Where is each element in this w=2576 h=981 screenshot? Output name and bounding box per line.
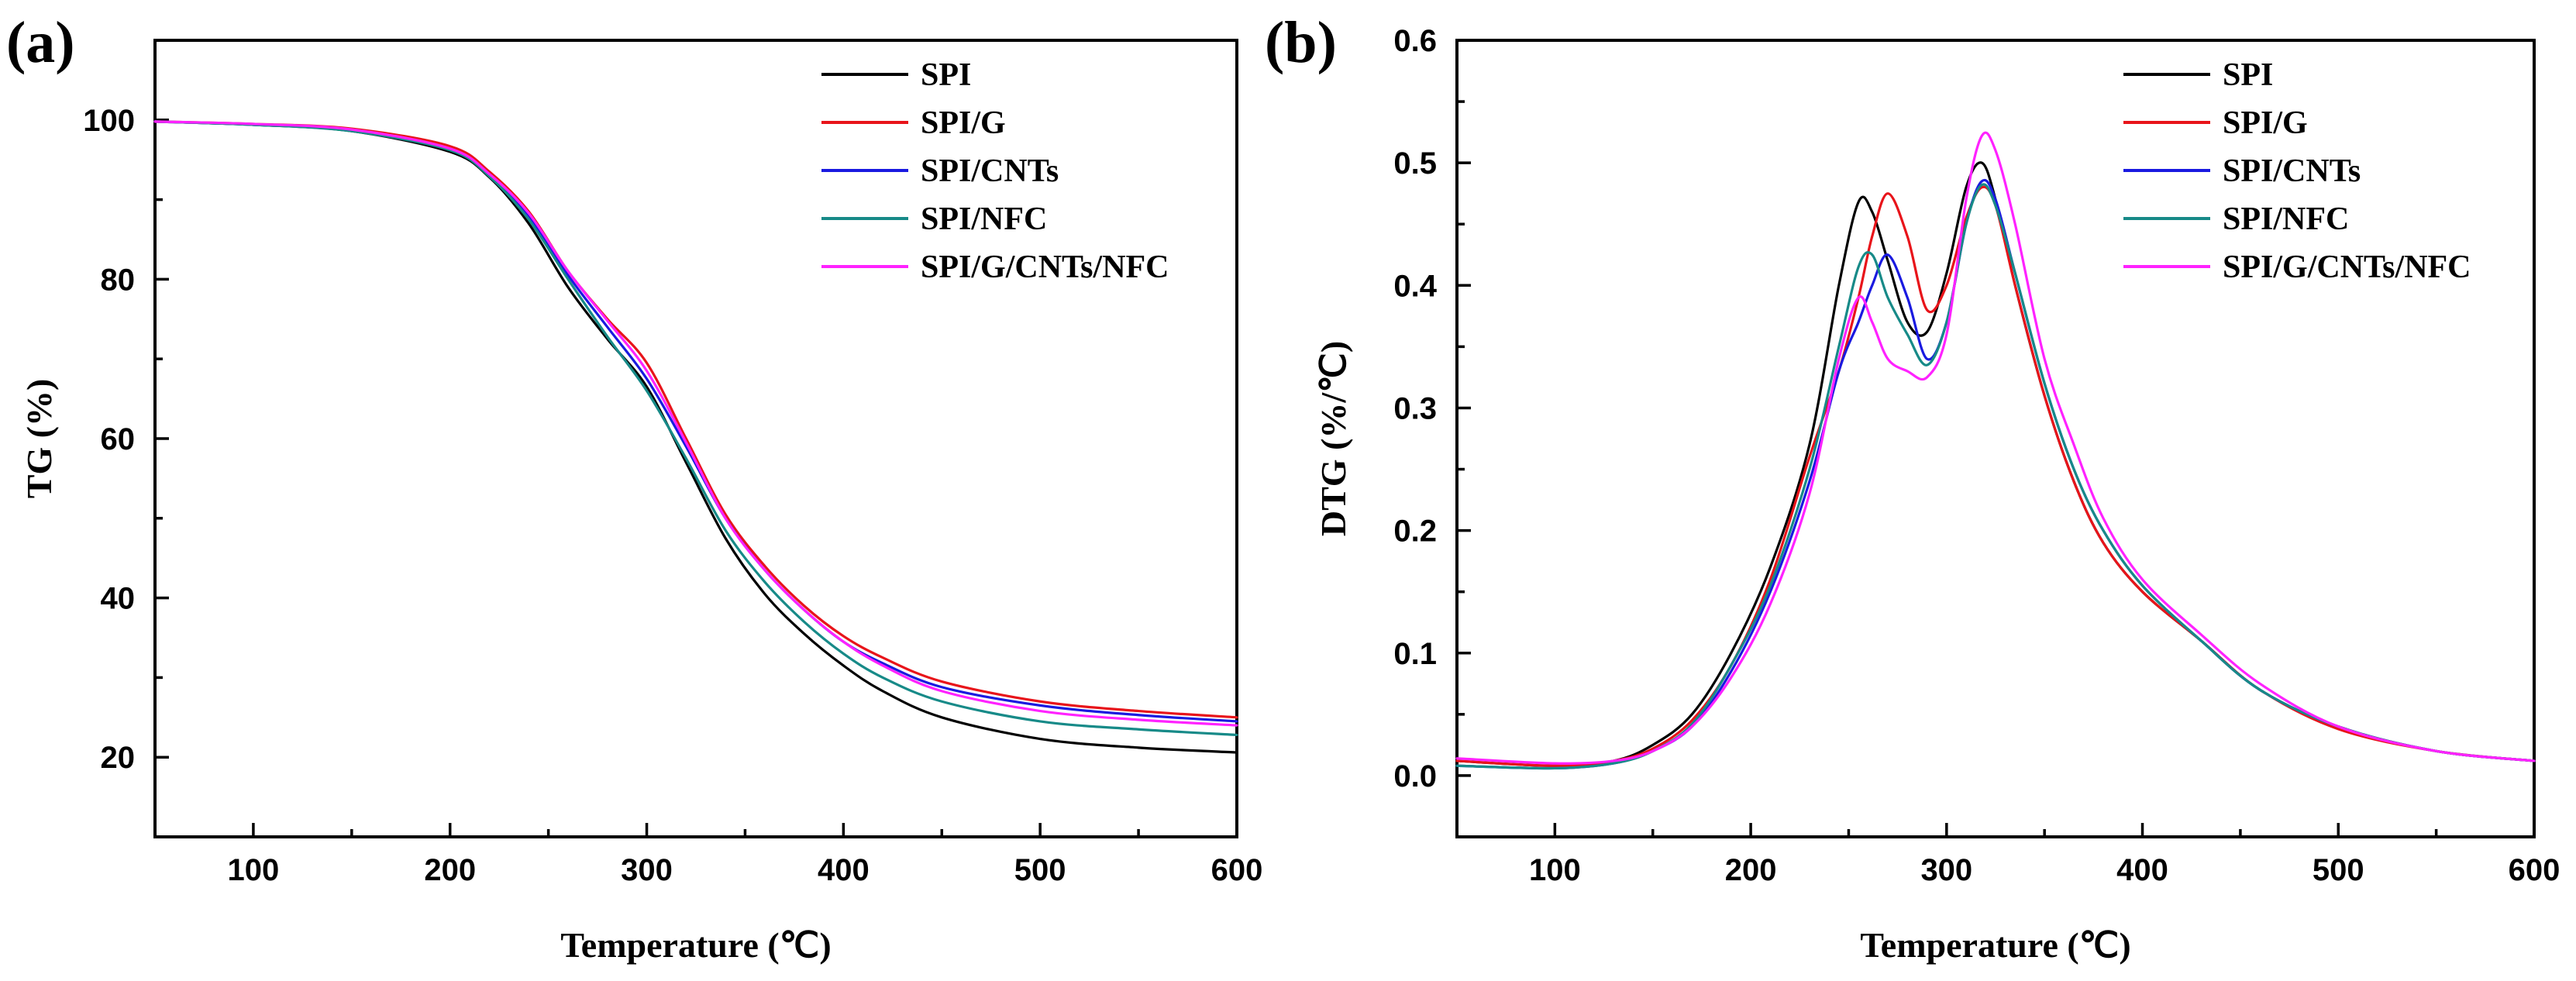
legend-label: SPI/G/CNTs/NFC: [2223, 250, 2471, 285]
legend-label: SPI: [921, 57, 971, 93]
x-tick-label: 100: [228, 853, 280, 887]
x-tick-label: 100: [1529, 853, 1581, 887]
panel-a-ticks: [153, 39, 1238, 838]
x-tick-label: 500: [1014, 853, 1066, 887]
y-tick-label: 20: [101, 741, 136, 775]
y-tick-label: 0.5: [1393, 146, 1437, 181]
series-line-spi-g: [153, 120, 1238, 719]
panel-a: (a) 100 200 300 400 500 600 20 40 60 80 100 Tempe…: [6, 10, 1262, 965]
y-tick-label: 0.2: [1393, 515, 1437, 549]
panel-b: (b) 100 200 300 400 500 600 0.00.10.20.30.40.…: [1265, 10, 2560, 965]
panel-b-y-tick-labels: 0.0 0.1 0.2 0.3 0.4 0.5 0.6: [1393, 24, 1437, 793]
panel-b-y-axis-title: DTG (%/℃): [1314, 341, 1353, 536]
legend-label: SPI/NFC: [2223, 201, 2349, 237]
series-line-spi-cnts: [153, 120, 1238, 723]
x-tick-label: 600: [2509, 853, 2561, 887]
y-tick-label: 0.4: [1393, 269, 1437, 303]
panel-b-series: [1455, 131, 2536, 770]
x-tick-label: 400: [818, 853, 870, 887]
y-tick-label: 100: [83, 104, 135, 138]
panel-a-label: (a): [6, 10, 75, 75]
panel-b-legend: SPI SPI/G SPI/CNTs SPI/NFC SPI/G/CNTs/NFC: [2123, 57, 2471, 285]
panel-a-plot-frame: [153, 39, 1238, 838]
y-tick-label: 0.6: [1393, 24, 1437, 58]
panel-b-plot-frame: [1455, 39, 2536, 838]
legend-label: SPI/G/CNTs/NFC: [921, 250, 1169, 285]
panel-a-y-tick-labels: 20 40 60 80 100: [83, 104, 135, 775]
panel-b-ticks: [1455, 39, 2536, 838]
panel-b-x-axis-title: Temperature (℃): [1860, 925, 2130, 965]
x-tick-label: 600: [1211, 853, 1263, 887]
legend-label: SPI/G: [921, 105, 1006, 141]
y-tick-label: 60: [101, 422, 136, 456]
panel-a-x-tick-labels: 100 200 300 400 500 600: [228, 853, 1263, 887]
series-line-spi-g-cnts-nfc: [1455, 131, 2536, 765]
panel-b-label: (b): [1265, 10, 1337, 75]
legend-label: SPI/G: [2223, 105, 2308, 141]
panel-a-x-axis-title: Temperature (℃): [560, 925, 831, 965]
x-tick-label: 300: [1920, 853, 1972, 887]
y-tick-label: 0.3: [1393, 391, 1437, 425]
y-tick-label: 40: [101, 582, 136, 616]
panel-a-series: [153, 120, 1238, 754]
y-tick-label: 80: [101, 263, 136, 297]
legend-label: SPI/CNTs: [2223, 153, 2361, 189]
series-line-spi: [153, 120, 1238, 754]
y-tick-label: 0.1: [1393, 637, 1437, 671]
series-line-spi-nfc: [153, 120, 1238, 737]
panel-a-legend: SPI SPI/G SPI/CNTs SPI/NFC SPI/G/CNTs/NFC: [821, 57, 1169, 285]
x-tick-label: 200: [424, 853, 476, 887]
x-tick-label: 400: [2116, 853, 2168, 887]
x-tick-label: 200: [1725, 853, 1777, 887]
x-tick-label: 500: [2313, 853, 2364, 887]
legend-label: SPI: [2223, 57, 2273, 93]
legend-label: SPI/NFC: [921, 201, 1047, 237]
series-line-spi-g-cnts-nfc: [153, 120, 1238, 727]
legend-label: SPI/CNTs: [921, 153, 1059, 189]
x-tick-label: 300: [621, 853, 673, 887]
y-tick-label: 0.0: [1393, 759, 1437, 793]
panel-a-y-axis-title: TG (%): [19, 379, 59, 499]
panel-b-x-tick-labels: 100 200 300 400 500 600: [1529, 853, 2560, 887]
series-line-spi-nfc: [1455, 183, 2536, 770]
